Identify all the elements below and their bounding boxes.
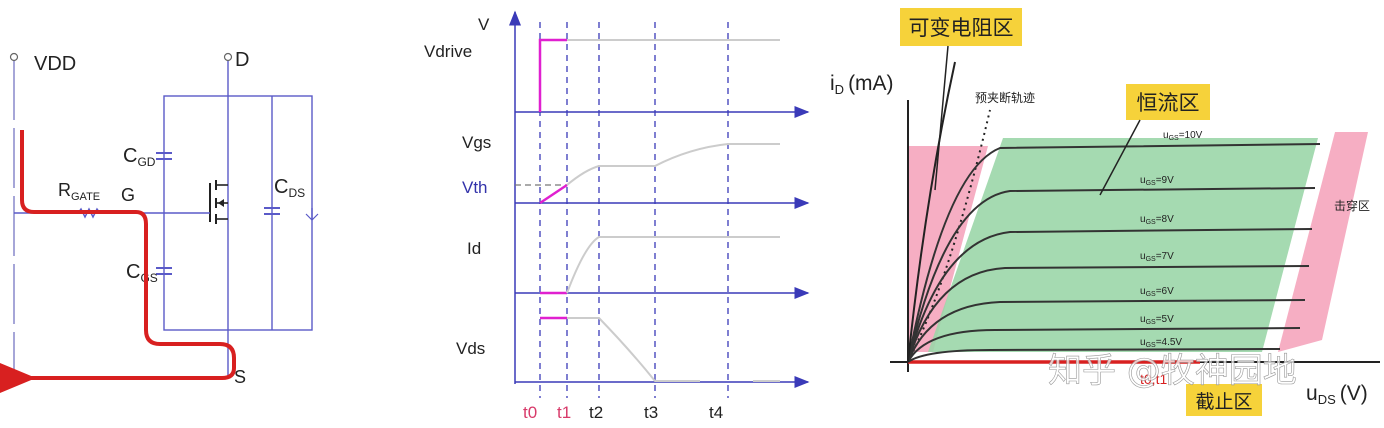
variable-region-pointer [934, 45, 949, 191]
breakdown-region-label: 击穿区 [1334, 198, 1370, 213]
curve-ugs-6v [907, 299, 1306, 363]
ugs-label-7v: uGS=7V [1140, 251, 1174, 263]
source-label: S [234, 367, 246, 387]
t2-label: t2 [589, 403, 603, 422]
ugs-label-9v: uGS=9V [1140, 175, 1174, 187]
cds-label: CDS [274, 176, 305, 200]
breakdown-region [1278, 132, 1368, 352]
vdrive-rise-waveform [538, 38, 567, 112]
ugs-label-6v: uGS=6V [1140, 286, 1174, 298]
ugs-curves [907, 143, 1321, 363]
curve-ugs-5v [907, 327, 1301, 363]
uds-axis-label: uDS (V) [1306, 382, 1368, 407]
constant-region-pointer [1099, 119, 1141, 196]
constant-region-label: 恒流区 [1137, 91, 1200, 115]
vdd-label: VDD [34, 53, 76, 75]
t0-t1-label: t0,t1 [1140, 371, 1167, 387]
vdrive-label: Vdrive [424, 42, 472, 61]
constant-current-region [928, 138, 1318, 352]
cgs-label: CGS [126, 261, 158, 285]
mosfet-circuit-diagram: VDD D CGD CGS CDS [0, 49, 319, 398]
variable-region-badge [900, 8, 1022, 46]
cutoff-region-badge [1186, 384, 1262, 416]
switching-timing-diagram: V Vdrive Vgs Vth Id Vds t0 t1 t2 t3 t4 [424, 10, 810, 422]
current-path-arrow [0, 130, 236, 398]
curve-ugs-9v [907, 187, 1316, 363]
watermark: 知乎 @牧神园地 [1048, 351, 1297, 391]
vds-fall-waveform [567, 317, 780, 382]
id-label: Id [467, 239, 481, 258]
vgs-rise-waveform [539, 183, 568, 205]
cutoff-region-label: 截止区 [1195, 391, 1252, 413]
drain-label: D [235, 49, 249, 71]
t0-label: t0 [523, 403, 537, 422]
t3-label: t3 [644, 403, 658, 422]
variable-resistance-curve [907, 61, 956, 363]
variable-region-label: 可变电阻区 [909, 16, 1014, 40]
ugs-label-10v: uGS=10V [1163, 130, 1203, 142]
drain-terminal [223, 52, 233, 62]
id-axis-label: iD (mA) [830, 72, 894, 97]
vdd-terminal [9, 52, 19, 62]
pinchoff-label: 预夹断轨迹 [975, 90, 1035, 105]
constant-region-badge [1126, 84, 1210, 120]
curve-ugs-10v [907, 143, 1321, 363]
time-markers [539, 22, 729, 398]
t1-label: t1 [557, 403, 571, 422]
mosfet-symbol [209, 180, 228, 224]
rgate-resistor [77, 207, 101, 219]
output-characteristics-diagram: iD (mA) uDS (V) 预夹断轨迹 uGS=10V uGS=9V uGS=8… [830, 8, 1380, 416]
vth-label: Vth [462, 178, 488, 197]
ugs-label-5v: uGS=5V [1140, 314, 1174, 326]
id-rise-waveform [566, 236, 780, 294]
vgs-plateau-waveform [566, 143, 780, 186]
rgate-label: RGATE [58, 180, 100, 203]
ugs-label-4-5v: uGS=4.5V [1140, 337, 1182, 349]
ugs-label-8v: uGS=8V [1140, 214, 1174, 226]
gate-label: G [121, 185, 135, 205]
curve-ugs-4-5v [907, 348, 1281, 363]
v-label: V [478, 15, 490, 34]
vds-label: Vds [456, 339, 485, 358]
cgd-label: CGD [123, 145, 156, 169]
curve-ugs-7v [907, 265, 1310, 363]
pinchoff-trajectory [907, 109, 991, 363]
t4-label: t4 [709, 403, 723, 422]
curve-ugs-8v [907, 228, 1313, 363]
vgs-label: Vgs [462, 133, 491, 152]
